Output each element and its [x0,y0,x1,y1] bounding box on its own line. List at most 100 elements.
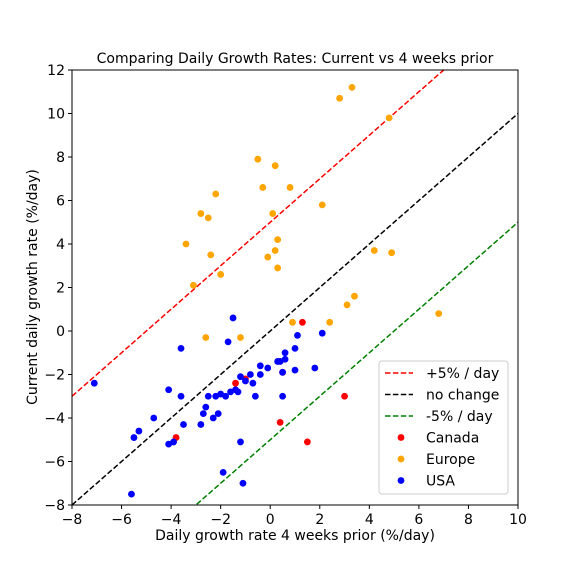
point-usa-13 [202,403,210,411]
point-europe-10 [269,210,277,217]
y-tick-label-9: 10 [47,107,65,123]
point-europe-21 [190,281,197,289]
point-canada-2 [276,418,284,426]
point-usa-19 [219,468,227,476]
data-points [90,84,443,498]
y-tick-label-0: −8 [44,498,65,514]
point-usa-38 [279,368,287,376]
point-europe-9 [197,210,205,217]
point-usa-46 [318,329,326,337]
point-canada-0 [299,318,306,326]
point-usa-1 [128,490,135,498]
legend-swatch-usa [397,477,405,484]
x-tick-label-2: −4 [161,512,182,528]
point-canada-3 [303,438,311,446]
point-usa-29 [242,377,249,385]
point-usa-11 [197,421,205,428]
y-axis-label: Current daily growth rate (%/day) [25,169,41,405]
point-europe-5 [259,184,267,191]
x-tick-label-6: 4 [365,512,374,528]
point-usa-21 [224,338,232,346]
point-europe-8 [318,201,326,209]
point-usa-40 [281,355,289,363]
point-usa-25 [234,388,242,396]
point-usa-34 [256,371,264,378]
point-usa-31 [249,379,257,387]
point-europe-7 [212,190,220,198]
point-usa-0 [90,379,98,387]
point-usa-12 [199,410,207,418]
point-usa-33 [256,362,264,370]
point-europe-16 [388,249,396,257]
point-usa-4 [150,414,158,422]
point-europe-20 [217,271,225,278]
point-europe-6 [286,184,294,191]
y-tick-label-3: −2 [44,368,65,384]
point-usa-44 [294,331,301,339]
point-canada-4 [341,392,348,400]
point-europe-19 [274,264,282,272]
y-tick-label-1: −6 [44,455,65,471]
point-usa-35 [264,364,272,372]
point-usa-10 [180,421,187,428]
point-usa-9 [177,392,185,400]
point-europe-22 [351,292,358,300]
point-usa-41 [281,349,289,357]
y-tick-label-6: 4 [56,237,65,253]
point-europe-25 [289,318,296,326]
point-usa-5 [165,386,173,394]
x-tick-label-5: 2 [315,512,324,528]
point-europe-14 [271,247,279,254]
point-europe-24 [435,310,443,317]
point-europe-27 [202,334,210,341]
reference-line-2 [194,221,518,505]
legend-swatch-canada [397,434,405,441]
y-tick-label-8: 8 [56,150,65,166]
legend-label-usa: USA [426,474,455,490]
point-europe-15 [370,247,378,254]
y-axis-ticks: −8 −6 −4 −2 0 2 4 6 8 10 12 [44,63,72,514]
legend-label-europe: Europe [426,452,475,468]
point-usa-45 [311,364,319,372]
point-usa-7 [170,438,177,446]
x-tick-label-7: 6 [414,512,423,528]
chart-title: Comparing Daily Growth Rates: Current vs… [97,51,494,67]
point-canada-6 [232,379,239,387]
point-europe-0 [348,84,356,91]
reference-lines [72,70,518,505]
point-usa-28 [239,479,247,487]
point-usa-2 [130,434,138,441]
point-usa-27 [237,438,244,446]
point-usa-23 [229,314,237,322]
y-tick-label-7: 6 [56,194,65,210]
x-tick-label-4: 0 [266,512,275,528]
x-axis-ticks: −8 −6 −4 −2 0 2 4 6 8 10 [62,505,527,528]
y-tick-label-10: 12 [47,63,65,79]
point-usa-8 [177,345,185,352]
point-europe-18 [207,251,215,259]
reference-line-1 [72,112,518,505]
y-tick-label-4: 0 [56,324,65,340]
point-usa-3 [135,427,143,435]
legend-label-line-1: no change [426,388,499,404]
y-tick-label-2: −4 [44,411,65,427]
point-europe-23 [343,301,351,309]
point-europe-1 [336,94,343,102]
point-usa-14 [204,392,212,400]
y-tick-label-5: 2 [56,281,65,297]
legend: +5% / day no change -5% / day Canada Europe U… [378,360,509,495]
x-tick-label-0: −8 [62,512,83,528]
point-europe-3 [254,155,262,163]
legend-label-line-2: -5% / day [426,409,493,425]
point-usa-26 [237,373,244,381]
point-usa-20 [222,392,230,400]
point-usa-42 [291,366,299,374]
point-europe-13 [274,236,282,244]
x-tick-label-3: −2 [210,512,231,528]
point-europe-28 [237,334,244,341]
point-europe-17 [264,253,272,261]
point-europe-11 [204,214,212,222]
point-usa-30 [247,371,254,378]
reference-line-0 [72,70,445,397]
